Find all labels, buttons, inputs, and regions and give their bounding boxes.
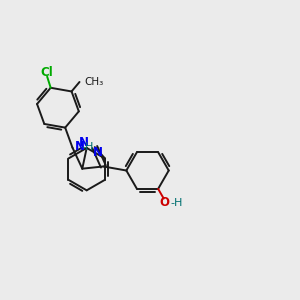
Text: N: N	[93, 146, 103, 160]
Text: N: N	[75, 140, 85, 154]
Text: CH₃: CH₃	[85, 77, 104, 87]
Text: O: O	[159, 196, 169, 209]
Text: Cl: Cl	[41, 66, 53, 79]
Text: -H: -H	[170, 198, 183, 208]
Text: N: N	[79, 136, 89, 149]
Text: -H: -H	[82, 142, 94, 152]
